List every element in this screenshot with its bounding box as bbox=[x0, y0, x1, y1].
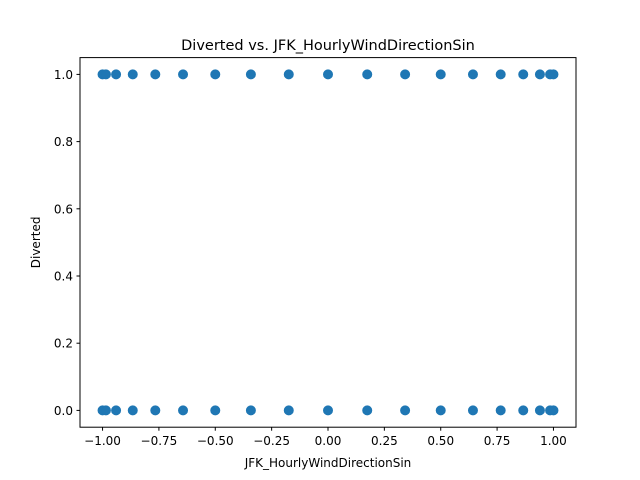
data-point bbox=[245, 69, 256, 80]
data-point bbox=[518, 69, 529, 80]
x-axis-label: JFK_HourlyWindDirectionSin bbox=[244, 456, 412, 470]
data-point bbox=[245, 405, 256, 416]
data-point bbox=[548, 69, 559, 80]
scatter-points bbox=[97, 69, 559, 416]
data-point bbox=[150, 405, 161, 416]
data-point bbox=[495, 69, 506, 80]
y-axis-label: Diverted bbox=[29, 217, 43, 269]
x-tick-label: 0.75 bbox=[484, 434, 511, 448]
data-point bbox=[495, 405, 506, 416]
data-point bbox=[467, 405, 478, 416]
data-point bbox=[534, 405, 545, 416]
data-point bbox=[362, 69, 373, 80]
y-tick-label: 0.8 bbox=[54, 135, 73, 149]
x-tick-label: 1.00 bbox=[540, 434, 567, 448]
data-point bbox=[323, 69, 333, 80]
data-point bbox=[150, 69, 161, 80]
data-point bbox=[127, 405, 138, 416]
axes-frame bbox=[79, 57, 577, 428]
data-point bbox=[210, 405, 221, 416]
chart-title: Diverted vs. JFK_HourlyWindDirectionSin bbox=[181, 38, 475, 54]
data-point bbox=[210, 69, 221, 80]
x-tick-label: 0.25 bbox=[371, 434, 398, 448]
data-point bbox=[100, 405, 111, 416]
x-tick-label: −0.50 bbox=[197, 434, 234, 448]
y-tick-label: 1.0 bbox=[54, 68, 73, 82]
data-point bbox=[548, 405, 559, 416]
y-tick-label: 0.0 bbox=[54, 404, 73, 418]
data-point bbox=[283, 69, 294, 80]
y-tick-label: 0.6 bbox=[54, 202, 73, 216]
x-tick-label: −0.25 bbox=[253, 434, 290, 448]
data-point bbox=[518, 405, 529, 416]
data-point bbox=[362, 405, 373, 416]
x-axis: −1.00 −0.75 −0.50 −0.25 0.00 0.25 0.50 0.75 1.00 bbox=[84, 427, 567, 448]
data-point bbox=[127, 69, 138, 80]
x-tick-label: −0.75 bbox=[141, 434, 178, 448]
y-tick-label: 0.2 bbox=[54, 337, 73, 351]
x-tick-label: −1.00 bbox=[84, 434, 121, 448]
x-tick-label: 0.50 bbox=[427, 434, 454, 448]
data-point bbox=[400, 69, 411, 80]
data-point bbox=[323, 405, 333, 416]
data-point bbox=[467, 69, 478, 80]
data-point bbox=[283, 405, 294, 416]
data-point bbox=[178, 69, 189, 80]
y-axis: 0.0 0.2 0.4 0.6 0.8 1.0 bbox=[54, 68, 80, 418]
data-point bbox=[178, 405, 189, 416]
data-point bbox=[100, 69, 111, 80]
data-point bbox=[435, 69, 446, 80]
x-tick-label: 0.00 bbox=[315, 434, 342, 448]
data-point bbox=[534, 69, 545, 80]
data-point bbox=[435, 405, 446, 416]
data-point bbox=[111, 69, 122, 80]
data-point bbox=[111, 405, 122, 416]
data-point bbox=[400, 405, 411, 416]
y-tick-label: 0.4 bbox=[54, 270, 73, 284]
